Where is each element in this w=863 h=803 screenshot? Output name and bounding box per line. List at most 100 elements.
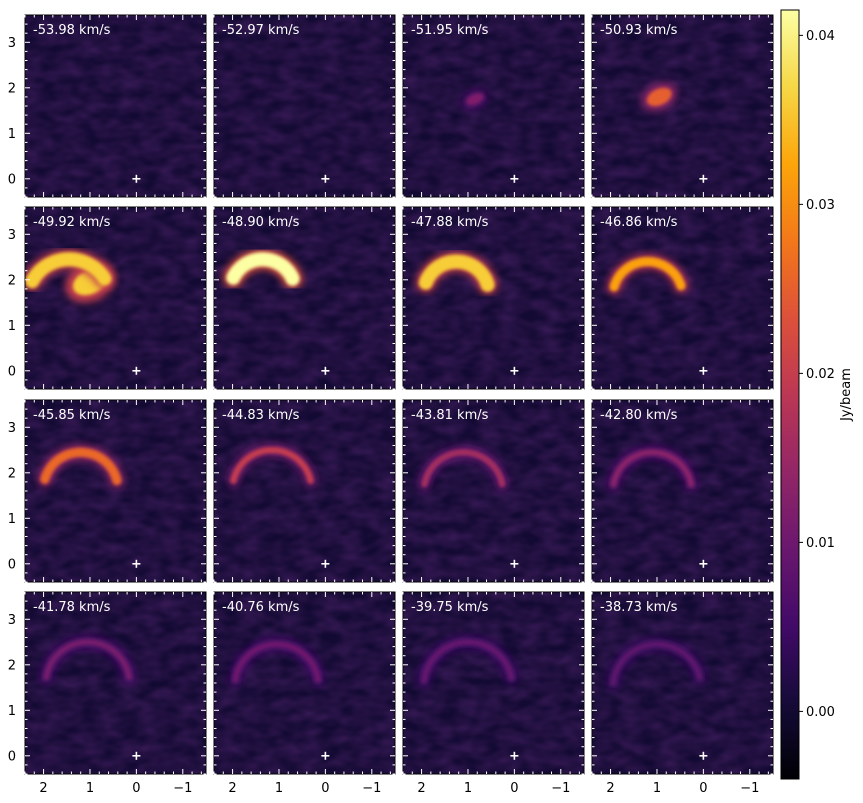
colorbar-frame bbox=[780, 9, 800, 780]
x-tick-label: 1 bbox=[275, 781, 283, 796]
emission bbox=[418, 635, 518, 687]
channel-panel: -48.90 km/s bbox=[213, 206, 396, 390]
channel-velocity-label: -50.93 km/s bbox=[600, 23, 678, 38]
channel-velocity-label: -44.83 km/s bbox=[222, 408, 300, 423]
colorbar: 0.00 0.01 0.02 0.03 0.04 Jy/beam bbox=[780, 9, 854, 780]
x-tick-label: −1 bbox=[173, 781, 192, 796]
y-tick-label: 1 bbox=[8, 512, 16, 527]
noise-texture bbox=[214, 15, 395, 197]
reference-marker bbox=[510, 174, 519, 183]
y-tick-label: 0 bbox=[8, 364, 16, 379]
emission bbox=[607, 446, 698, 491]
panel-ticks bbox=[591, 15, 773, 198]
panel-ticks bbox=[24, 207, 206, 390]
noise-texture bbox=[25, 15, 206, 197]
panel-ticks bbox=[591, 400, 773, 583]
noise-texture bbox=[592, 400, 773, 582]
x-tick-label: 0 bbox=[510, 781, 518, 796]
x-tick-label: −1 bbox=[740, 781, 759, 796]
channel-panel: -41.78 km/s 0 1 2 3 2 1 0 −1 bbox=[8, 591, 207, 796]
channel-panel: -47.88 km/s bbox=[402, 206, 585, 390]
reference-marker bbox=[321, 559, 330, 568]
reference-marker bbox=[321, 366, 330, 375]
channel-panel: -42.80 km/s bbox=[591, 399, 774, 583]
channel-velocity-label: -53.98 km/s bbox=[33, 23, 111, 38]
panel-ticks bbox=[213, 592, 395, 775]
emission-arc bbox=[421, 638, 515, 684]
noise-texture bbox=[214, 592, 395, 774]
y-tick-label: 1 bbox=[8, 704, 16, 719]
emission-core bbox=[647, 87, 672, 106]
channel-velocity-label: -52.97 km/s bbox=[222, 23, 300, 38]
noise-texture bbox=[403, 15, 584, 197]
reference-marker bbox=[699, 174, 708, 183]
channel-panel: -52.97 km/s bbox=[213, 14, 396, 198]
channel-panel: -38.73 km/s 2 1 0 −1 bbox=[591, 591, 774, 796]
emission-arc bbox=[421, 449, 506, 488]
noise-texture bbox=[214, 207, 395, 389]
panel-ticks bbox=[213, 207, 395, 390]
emission bbox=[37, 444, 125, 488]
emission bbox=[227, 444, 317, 487]
reference-marker bbox=[132, 751, 141, 760]
channel-panel: -50.93 km/s bbox=[591, 14, 774, 198]
emission bbox=[606, 254, 689, 295]
emission bbox=[641, 82, 677, 111]
reference-marker bbox=[699, 751, 708, 760]
y-tick-label: 3 bbox=[8, 228, 16, 243]
noise-texture bbox=[403, 207, 584, 389]
reference-marker bbox=[510, 751, 519, 760]
reference-marker bbox=[321, 751, 330, 760]
y-tick-label: 0 bbox=[8, 172, 16, 187]
channel-velocity-label: -46.86 km/s bbox=[600, 215, 678, 230]
emission-arc bbox=[25, 252, 112, 289]
emission-arc bbox=[418, 254, 495, 292]
channel-panel: -51.95 km/s bbox=[402, 14, 585, 198]
channel-velocity-label: -42.80 km/s bbox=[600, 408, 678, 423]
channel-velocity-label: -48.90 km/s bbox=[222, 215, 300, 230]
colorbar-tick-label: 0.00 bbox=[806, 705, 835, 720]
channel-velocity-label: -39.75 km/s bbox=[411, 600, 489, 615]
x-tick-label: 2 bbox=[606, 781, 614, 796]
channel-velocity-label: -41.78 km/s bbox=[33, 600, 111, 615]
emission-arc bbox=[43, 639, 132, 681]
x-tick-label: −1 bbox=[551, 781, 570, 796]
panel-ticks bbox=[402, 400, 584, 583]
channel-panel: -46.86 km/s bbox=[591, 206, 774, 390]
reference-marker bbox=[132, 366, 141, 375]
channel-panel: -40.76 km/s 2 1 0 −1 bbox=[213, 591, 396, 796]
noise-texture bbox=[25, 400, 206, 582]
x-tick-label: 1 bbox=[653, 781, 661, 796]
emission-arc bbox=[610, 449, 695, 488]
noise-texture bbox=[592, 592, 773, 774]
channel-panel: -45.85 km/s 0 1 2 3 bbox=[8, 399, 207, 583]
panel-ticks bbox=[402, 15, 584, 198]
colorbar-gradient bbox=[781, 10, 799, 779]
noise-texture bbox=[25, 207, 206, 389]
noise-texture bbox=[592, 15, 773, 197]
colorbar-tick-label: 0.02 bbox=[806, 367, 835, 382]
emission-arc bbox=[230, 447, 314, 484]
noise-texture bbox=[592, 207, 773, 389]
channel-velocity-label: -51.95 km/s bbox=[411, 23, 489, 38]
channel-panel: -43.81 km/s bbox=[402, 399, 585, 583]
noise-texture bbox=[403, 592, 584, 774]
y-tick-label: 2 bbox=[8, 81, 16, 96]
panel-ticks bbox=[24, 400, 206, 583]
x-tick-label: 1 bbox=[464, 781, 472, 796]
emission bbox=[415, 251, 498, 295]
reference-marker bbox=[132, 559, 141, 568]
reference-marker bbox=[510, 559, 519, 568]
y-tick-label: 2 bbox=[8, 273, 16, 288]
y-tick-label: 3 bbox=[8, 36, 16, 51]
y-tick-label: 0 bbox=[8, 749, 16, 764]
y-tick-label: 0 bbox=[8, 557, 16, 572]
panel-ticks bbox=[402, 207, 584, 390]
emission bbox=[229, 638, 324, 686]
panel-ticks bbox=[402, 592, 584, 775]
channel-velocity-label: -43.81 km/s bbox=[411, 408, 489, 423]
x-tick-label: 2 bbox=[417, 781, 425, 796]
y-tick-label: 2 bbox=[8, 658, 16, 673]
colorbar-tick-label: 0.03 bbox=[806, 198, 835, 213]
